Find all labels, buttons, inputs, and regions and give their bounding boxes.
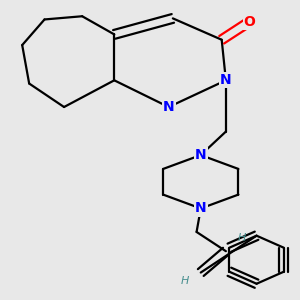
Text: N: N <box>195 148 207 162</box>
Text: H: H <box>180 277 189 286</box>
Text: N: N <box>195 202 207 215</box>
Text: N: N <box>163 100 175 114</box>
Text: O: O <box>244 15 256 28</box>
Text: H: H <box>238 233 246 243</box>
Text: N: N <box>220 73 232 87</box>
